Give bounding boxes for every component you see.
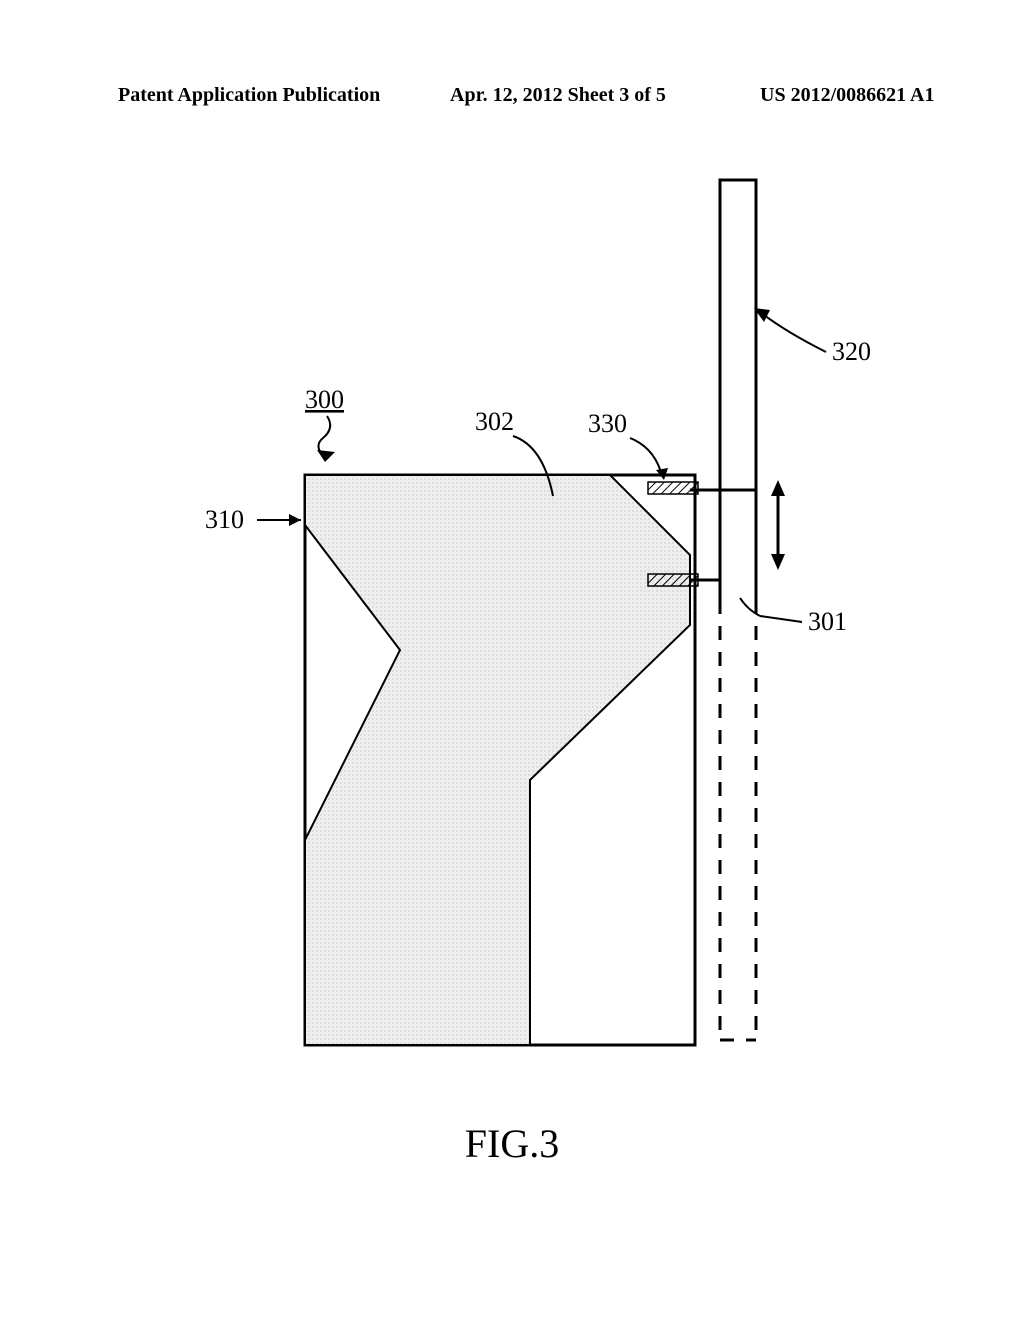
header-mid-text: Apr. 12, 2012 Sheet 3 of 5 — [450, 84, 666, 107]
header-left-text: Patent Application Publication — [118, 84, 380, 107]
figure-3-container: 300 302 330 320 310 301 — [0, 170, 1024, 1070]
svg-text:300: 300 — [305, 385, 344, 414]
svg-text:330: 330 — [588, 409, 627, 438]
svg-text:320: 320 — [832, 337, 871, 366]
figure-svg: 300 302 330 320 310 301 — [0, 170, 1024, 1070]
svg-text:302: 302 — [475, 407, 514, 436]
svg-text:310: 310 — [205, 505, 244, 534]
figure-caption-text: FIG.3 — [465, 1121, 559, 1166]
figure-caption: FIG.3 — [0, 1120, 1024, 1167]
svg-text:301: 301 — [808, 607, 847, 636]
header-right-text: US 2012/0086621 A1 — [760, 84, 934, 107]
